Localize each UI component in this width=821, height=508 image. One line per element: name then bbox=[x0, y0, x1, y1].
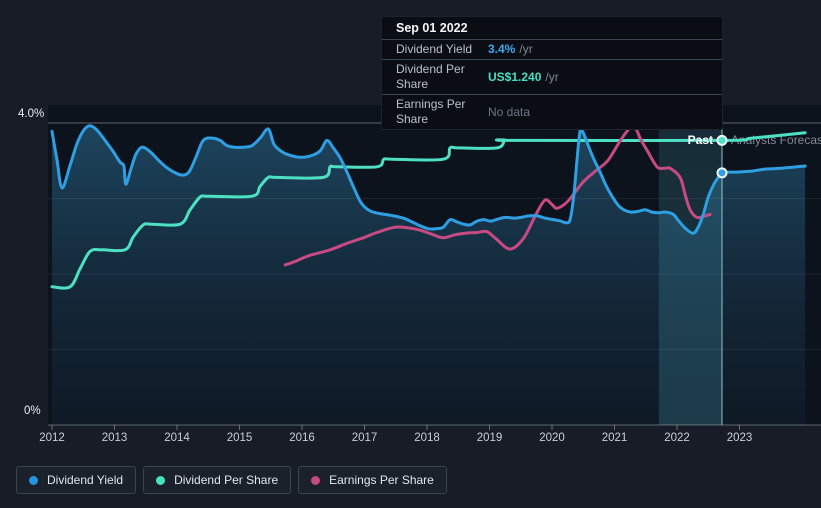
legend-item-earnings-per-share[interactable]: Earnings Per Share bbox=[298, 466, 447, 494]
dividend-per-share-marker[interactable] bbox=[716, 134, 728, 146]
earnings-per-share-dot-icon bbox=[311, 475, 321, 485]
x-axis-label: 2018 bbox=[414, 432, 440, 444]
tooltip-value-suffix: /yr bbox=[519, 42, 533, 56]
tooltip-value-suffix: /yr bbox=[545, 69, 559, 84]
earnings-per-share-line bbox=[283, 124, 712, 267]
tooltip-label: Dividend Per Share bbox=[396, 62, 465, 91]
x-axis-label: 2012 bbox=[39, 432, 65, 444]
y-axis-label: 0% bbox=[24, 405, 41, 417]
tooltip-label: Earnings Per Share bbox=[396, 97, 466, 126]
legend-label: Dividend Per Share bbox=[174, 473, 279, 487]
last-year-highlight-band bbox=[658, 105, 722, 425]
chart-tooltip: Sep 01 2022 Dividend Yield 3.4% /yr Divi… bbox=[381, 16, 723, 130]
past-label: Past bbox=[688, 133, 713, 147]
dividend-per-share-line bbox=[50, 131, 807, 290]
dividend-per-share-dot-icon bbox=[156, 475, 166, 485]
tooltip-row-dividend-per-share: Dividend Per Share US$1.240 /yr bbox=[382, 59, 722, 94]
y-axis-label: 4.0% bbox=[18, 108, 44, 120]
dividend-yield-dot-icon bbox=[29, 475, 38, 485]
dividend-yield-marker[interactable] bbox=[716, 167, 728, 179]
tooltip-row-earnings-per-share: Earnings Per Share No data bbox=[382, 94, 722, 129]
x-axis-label: 2013 bbox=[102, 432, 128, 444]
tooltip-value: 3.4% bbox=[488, 42, 516, 56]
legend-label: Earnings Per Share bbox=[329, 473, 434, 487]
x-axis-label: 2023 bbox=[727, 432, 753, 444]
x-axis-label: 2017 bbox=[352, 432, 378, 444]
tooltip-row-dividend-yield: Dividend Yield 3.4% /yr bbox=[382, 39, 722, 59]
x-axis-label: 2019 bbox=[477, 432, 503, 444]
legend: Dividend Yield Dividend Per Share Earnin… bbox=[16, 466, 454, 494]
x-axis-label: 2015 bbox=[227, 432, 253, 444]
x-axis-label: 2020 bbox=[539, 432, 565, 444]
tooltip-label: Dividend Yield bbox=[396, 42, 473, 56]
tooltip-value: No data bbox=[488, 104, 531, 119]
tooltip-value: US$1.240 bbox=[488, 69, 542, 84]
legend-item-dividend-yield[interactable]: Dividend Yield bbox=[16, 466, 137, 494]
dividend-history-chart[interactable]: 2012 2013 2014 2015 2016 2017 2018 2019 2020 2021… bbox=[0, 0, 821, 458]
dividend-yield-line bbox=[50, 124, 807, 235]
x-axis-label: 2016 bbox=[289, 432, 315, 444]
x-axis-label: 2022 bbox=[664, 432, 690, 444]
legend-label: Dividend Yield bbox=[47, 473, 124, 487]
x-axis-label: 2014 bbox=[164, 432, 190, 444]
tooltip-date: Sep 01 2022 bbox=[396, 21, 468, 35]
yield-area-fill bbox=[52, 125, 806, 425]
x-axis-label: 2021 bbox=[602, 432, 628, 444]
legend-item-dividend-per-share[interactable]: Dividend Per Share bbox=[143, 466, 292, 494]
